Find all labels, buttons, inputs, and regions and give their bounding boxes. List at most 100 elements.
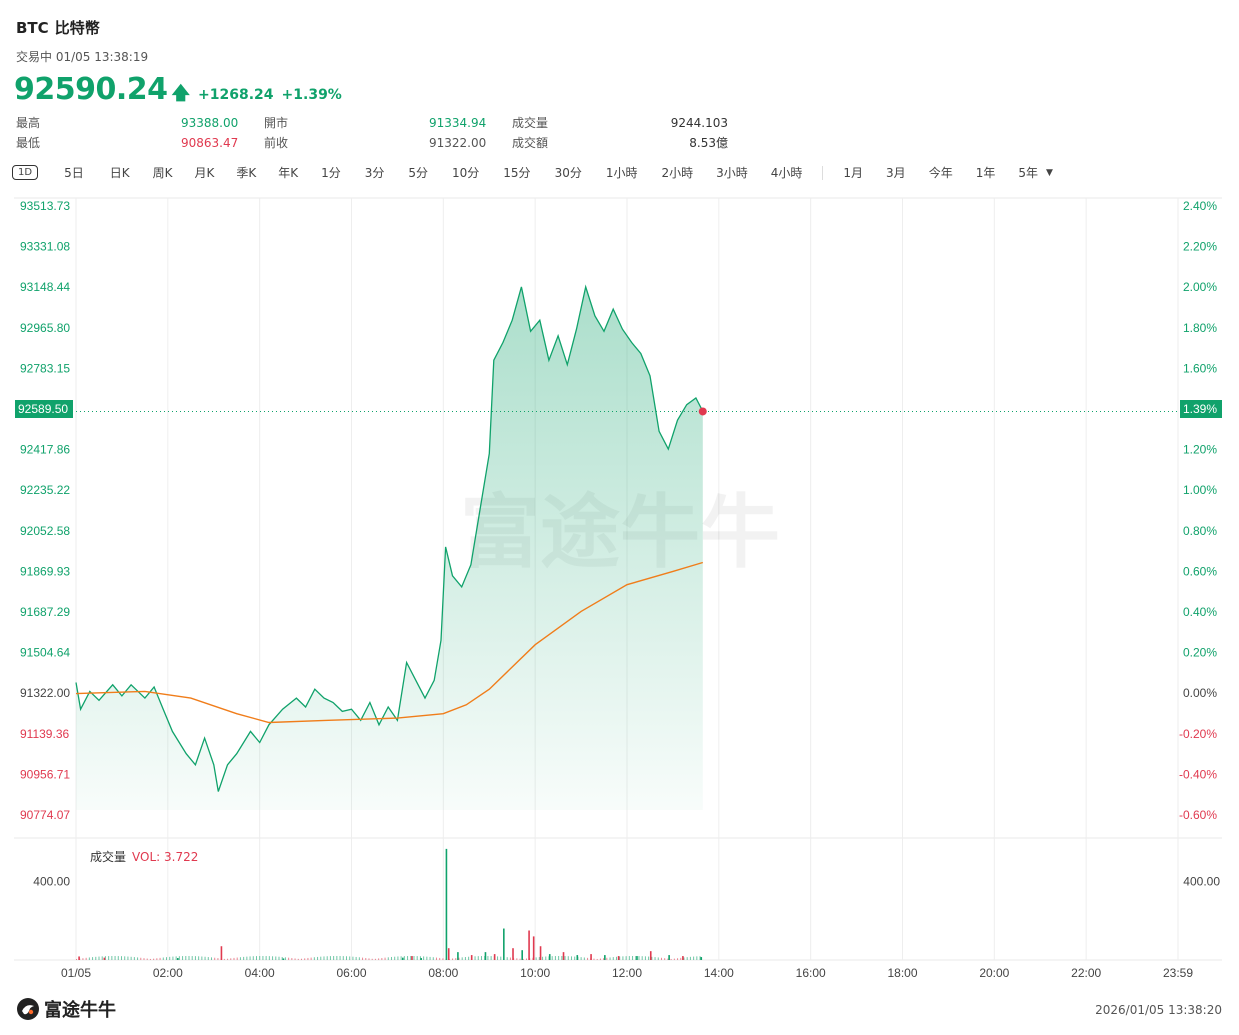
- tab-1y[interactable]: 1年: [975, 166, 996, 180]
- x-tick: 20:00: [979, 966, 1009, 980]
- y-tick-pct: 2.20%: [1183, 240, 1217, 254]
- volume-bar-minor: [693, 956, 695, 960]
- volume-bar-minor: [165, 957, 167, 960]
- volume-bar-minor: [300, 958, 302, 960]
- volume-bar-minor: [259, 956, 261, 960]
- volume-bar-minor: [108, 956, 110, 960]
- volume-bar-minor: [660, 957, 662, 960]
- tab-15min[interactable]: 15分: [503, 166, 531, 180]
- volume-bar-minor: [628, 956, 630, 960]
- volume-bar-minor: [137, 957, 139, 960]
- tab-5d[interactable]: 5日: [64, 166, 84, 180]
- y-tick-pct: 0.60%: [1183, 564, 1217, 578]
- volume-bar-minor: [619, 956, 621, 960]
- volume-bar-minor: [561, 956, 563, 960]
- volume-bar-minor: [239, 957, 241, 960]
- tab-day-k[interactable]: 日K: [109, 166, 130, 180]
- y-tick-price: 92052.58: [20, 524, 70, 538]
- y-tick-pct: -0.60%: [1179, 808, 1217, 822]
- volume-bar-minor: [509, 957, 511, 960]
- volume-bar-minor: [352, 956, 354, 960]
- x-tick: 10:00: [520, 966, 550, 980]
- volume-bar-minor: [664, 958, 666, 960]
- volume-bar-minor: [558, 956, 560, 960]
- volume-bar-minor: [403, 956, 405, 960]
- tab-year-k[interactable]: 年K: [278, 166, 299, 180]
- volume-bar-minor: [323, 956, 325, 960]
- volume-bar-minor: [349, 956, 351, 960]
- tab-3min[interactable]: 3分: [364, 166, 385, 180]
- tab-10min[interactable]: 10分: [452, 166, 480, 180]
- volume-bar-minor: [580, 957, 582, 960]
- tab-1m[interactable]: 1月: [843, 166, 864, 180]
- y-tick-price: 92417.86: [20, 443, 70, 457]
- volume-bar-minor: [477, 956, 479, 960]
- volume-bar-minor: [435, 957, 437, 960]
- tab-week-k[interactable]: 周K: [152, 166, 173, 180]
- volume-bar: [493, 954, 496, 960]
- y-tick-price: 93148.44: [20, 280, 70, 294]
- volume-bar-minor: [648, 956, 650, 960]
- tab-3m[interactable]: 3月: [886, 166, 906, 180]
- volume-bar: [470, 955, 473, 960]
- volume-bar-minor: [178, 956, 180, 960]
- volume-bar-minor: [429, 956, 431, 960]
- volume-bar-minor: [339, 956, 341, 960]
- volume-panel-value: VOL: 3.722: [132, 850, 199, 864]
- tab-ytd[interactable]: 今年: [928, 166, 953, 180]
- tab-2h[interactable]: 2小時: [661, 166, 694, 180]
- volume-bar-minor: [384, 957, 386, 960]
- high-label: 最高: [16, 116, 41, 130]
- tab-4h[interactable]: 4小時: [770, 166, 803, 180]
- x-tick: 08:00: [428, 966, 458, 980]
- tab-quarter-k[interactable]: 季K: [236, 166, 257, 180]
- volume-bar-minor: [439, 957, 441, 960]
- volume-bar-minor: [667, 958, 669, 960]
- volume-bar-minor: [120, 956, 122, 960]
- volume-bar-minor: [124, 956, 126, 960]
- volume-bar-minor: [416, 956, 418, 960]
- tab-month-k[interactable]: 月K: [194, 166, 215, 180]
- tab-5min[interactable]: 5分: [408, 166, 428, 180]
- tab-3h[interactable]: 3小時: [716, 166, 748, 180]
- volume-bar-minor: [304, 958, 306, 960]
- y-tick-price: 92965.80: [20, 321, 70, 335]
- tab-5y[interactable]: 5年: [1018, 166, 1038, 180]
- volume-bar: [682, 956, 684, 960]
- y-tick-pct: 2.40%: [1183, 199, 1217, 213]
- volume-bar-minor: [288, 957, 290, 960]
- tab-30min[interactable]: 30分: [554, 166, 582, 180]
- volume-bar-minor: [606, 957, 608, 960]
- x-tick: 04:00: [245, 966, 275, 980]
- tab-1min[interactable]: 1分: [321, 166, 341, 180]
- volume-bar-minor: [223, 958, 225, 960]
- volume-bar-minor: [368, 958, 370, 960]
- volume-bar-minor: [159, 957, 161, 960]
- volume-bar-minor: [130, 956, 132, 960]
- volume-bar-minor: [474, 956, 476, 960]
- volume-bar: [484, 952, 487, 960]
- current-pct-tag: [1180, 400, 1222, 418]
- volume-bar-minor: [689, 956, 691, 960]
- y-tick-pct: -0.40%: [1179, 767, 1217, 781]
- volume-bar-minor: [255, 956, 257, 960]
- volume-bar-minor: [214, 957, 216, 960]
- volume-bar-minor: [281, 956, 283, 960]
- volume-bar-minor: [326, 956, 328, 960]
- chevron-down-icon[interactable]: ▼: [1045, 167, 1053, 178]
- y-tick-price: 91869.93: [20, 564, 70, 578]
- x-tick: 02:00: [153, 966, 183, 980]
- volume-bar-minor: [104, 956, 106, 960]
- volume-bar-minor: [696, 956, 698, 960]
- volume-bar: [668, 955, 670, 960]
- price-line: [75, 284, 704, 792]
- tab-1h[interactable]: 1小時: [605, 166, 638, 180]
- volume-bar-minor: [583, 957, 585, 960]
- turnover-value: 8.53億: [689, 136, 728, 150]
- volume-bar-minor: [291, 958, 293, 960]
- tab-1d[interactable]: 1D: [12, 165, 39, 180]
- volume-bar-minor: [320, 956, 322, 960]
- open-label: 開市: [264, 116, 289, 130]
- volume-bar-minor: [194, 956, 196, 960]
